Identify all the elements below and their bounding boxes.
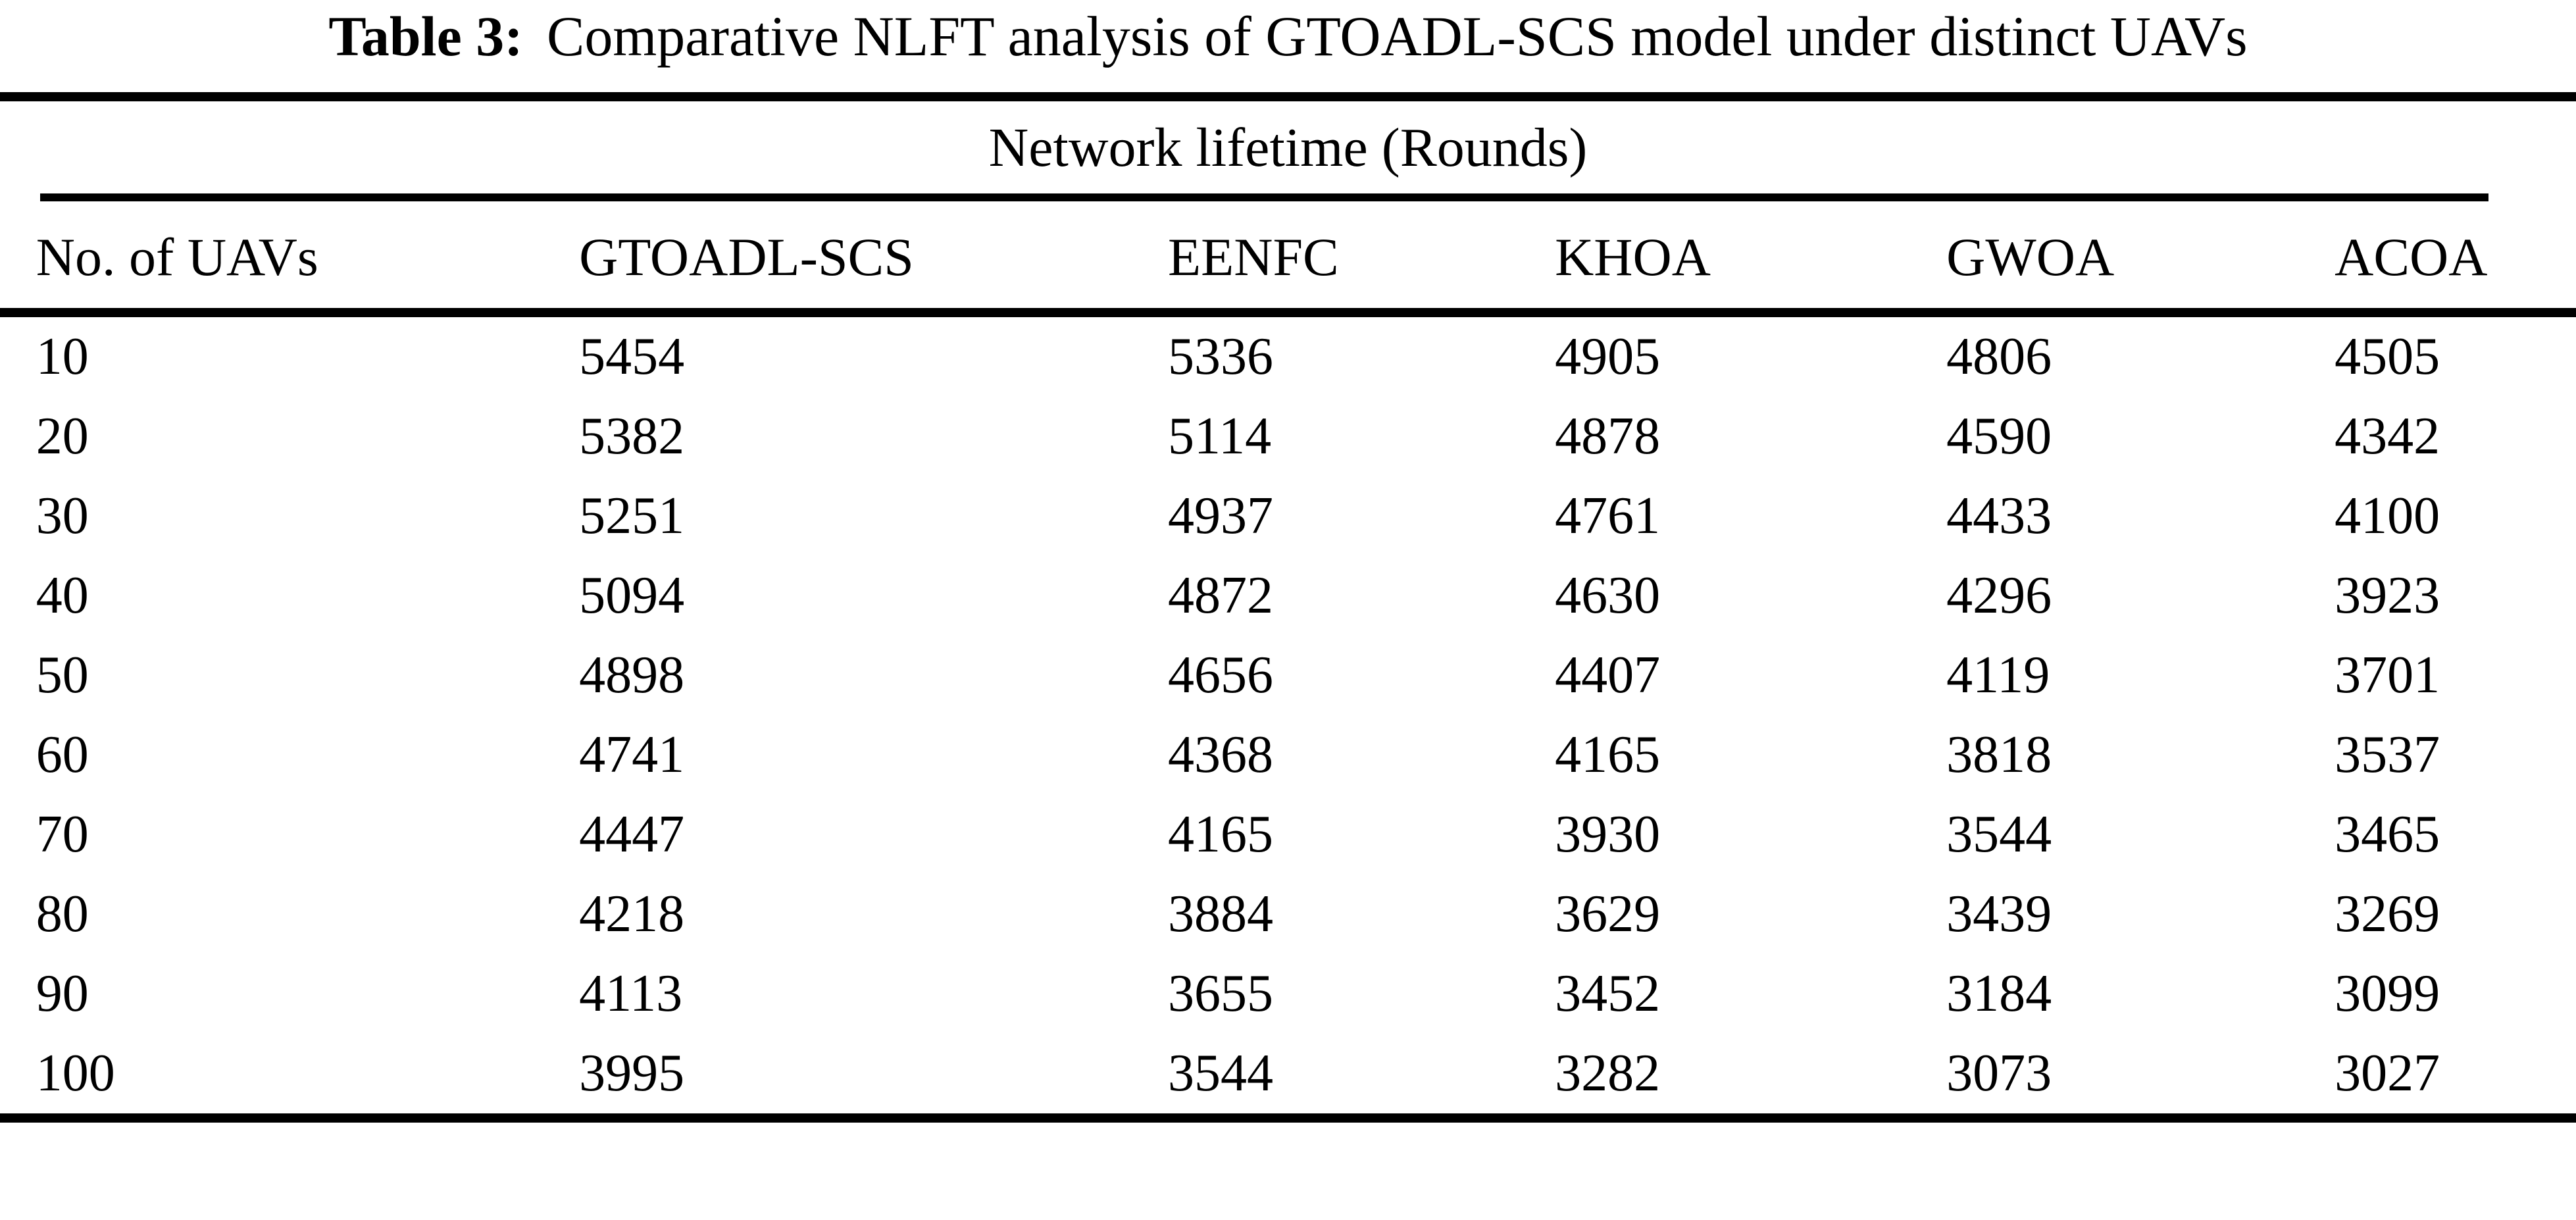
- table-cell-uav-count: 10: [36, 328, 89, 386]
- table-body: 10 5454 5336 4905 4806 4505 20 5382 5114…: [0, 317, 2576, 1113]
- header-cell-no-of-uavs: No. of UAVs: [36, 227, 318, 287]
- table-row: 80 4218 3884 3629 3439 3269: [0, 875, 2576, 954]
- table-cell-acoa: 3099: [2335, 965, 2440, 1023]
- table-cell-gtoadl-scs: 5382: [579, 407, 685, 465]
- table-cell-uav-count: 90: [36, 965, 89, 1023]
- table-cell-acoa: 3465: [2335, 805, 2440, 863]
- table-cell-gwoa: 3818: [1946, 726, 2052, 784]
- table-cell-uav-count: 60: [36, 726, 89, 784]
- table-cell-gwoa: 4433: [1946, 487, 2052, 545]
- table-cell-gwoa: 4590: [1946, 407, 2052, 465]
- table-cell-acoa: 3701: [2335, 646, 2440, 704]
- table-cell-eenfc: 5336: [1168, 328, 1274, 386]
- table-cell-khoa: 4407: [1555, 646, 1661, 704]
- table-cell-gwoa: 4806: [1946, 328, 2052, 386]
- table-cell-khoa: 3282: [1555, 1044, 1661, 1102]
- table-row: 100 3995 3544 3282 3073 3027: [0, 1034, 2576, 1113]
- table-cell-khoa: 3452: [1555, 965, 1661, 1023]
- table-cell-eenfc: 4368: [1168, 726, 1274, 784]
- table-caption-number: Table 3:: [328, 5, 523, 68]
- table-cell-uav-count: 30: [36, 487, 89, 545]
- table-cell-uav-count: 40: [36, 567, 89, 624]
- table-caption-text: Comparative NLFT analysis of GTOADL-SCS …: [546, 5, 2248, 68]
- table-cell-eenfc: 5114: [1168, 407, 1272, 465]
- table-cell-uav-count: 80: [36, 885, 89, 943]
- table-cell-acoa: 3923: [2335, 567, 2440, 624]
- table-cell-khoa: 4165: [1555, 726, 1661, 784]
- table-row: 90 4113 3655 3452 3184 3099: [0, 954, 2576, 1034]
- table-cell-gtoadl-scs: 3995: [579, 1044, 685, 1102]
- table-cell-gtoadl-scs: 4113: [579, 965, 683, 1023]
- table-cell-khoa: 4761: [1555, 487, 1661, 545]
- header-cell-gtoadl-scs: GTOADL-SCS: [579, 227, 914, 287]
- table-cell-eenfc: 4656: [1168, 646, 1274, 704]
- header-row: No. of UAVs GTOADL-SCS EENFC KHOA GWOA A…: [0, 201, 2576, 308]
- table-cell-eenfc: 3884: [1168, 885, 1274, 943]
- header-cell-gwoa: GWOA: [1946, 227, 2115, 287]
- header-cell-acoa: ACOA: [2335, 227, 2488, 287]
- table-cell-acoa: 3269: [2335, 885, 2440, 943]
- table-cell-acoa: 4505: [2335, 328, 2440, 386]
- table-cell-acoa: 4100: [2335, 487, 2440, 545]
- bottom-rule: [0, 1113, 2576, 1123]
- table-row: 10 5454 5336 4905 4806 4505: [0, 317, 2576, 397]
- table-cell-gwoa: 3184: [1946, 965, 2052, 1023]
- table-cell-eenfc: 4165: [1168, 805, 1274, 863]
- table-cell-gtoadl-scs: 4898: [579, 646, 685, 704]
- table-cell-uav-count: 70: [36, 805, 89, 863]
- table-cell-eenfc: 3655: [1168, 965, 1274, 1023]
- table-caption: Table 3: Comparative NLFT analysis of GT…: [0, 0, 2576, 92]
- table-cell-gtoadl-scs: 4447: [579, 805, 685, 863]
- table-row: 50 4898 4656 4407 4119 3701: [0, 636, 2576, 715]
- table-row: 70 4447 4165 3930 3544 3465: [0, 795, 2576, 875]
- header-cell-khoa: KHOA: [1555, 227, 1711, 287]
- table-cell-eenfc: 4937: [1168, 487, 1274, 545]
- table-cell-gtoadl-scs: 5454: [579, 328, 685, 386]
- span-header-network-lifetime: Network lifetime (Rounds): [988, 116, 1588, 178]
- table-cell-acoa: 3537: [2335, 726, 2440, 784]
- header-cell-eenfc: EENFC: [1168, 227, 1339, 287]
- header-rule: [0, 308, 2576, 317]
- table-cell-khoa: 3629: [1555, 885, 1661, 943]
- table-cell-gwoa: 4119: [1946, 646, 2050, 704]
- table-cell-gwoa: 3073: [1946, 1044, 2052, 1102]
- table-row: 40 5094 4872 4630 4296 3923: [0, 556, 2576, 636]
- table-cell-acoa: 3027: [2335, 1044, 2440, 1102]
- table-cell-khoa: 3930: [1555, 805, 1661, 863]
- table-cell-gwoa: 3544: [1946, 805, 2052, 863]
- table-cell-uav-count: 50: [36, 646, 89, 704]
- table-cell-khoa: 4878: [1555, 407, 1661, 465]
- table-row: 20 5382 5114 4878 4590 4342: [0, 397, 2576, 476]
- table-cell-uav-count: 20: [36, 407, 89, 465]
- table-cell-khoa: 4905: [1555, 328, 1661, 386]
- table-cell-gtoadl-scs: 4741: [579, 726, 685, 784]
- table-cell-uav-count: 100: [36, 1044, 115, 1102]
- table-row: 30 5251 4937 4761 4433 4100: [0, 476, 2576, 556]
- table-cell-gwoa: 3439: [1946, 885, 2052, 943]
- table-cell-khoa: 4630: [1555, 567, 1661, 624]
- table-cell-acoa: 4342: [2335, 407, 2440, 465]
- table-cell-gwoa: 4296: [1946, 567, 2052, 624]
- table-cell-gtoadl-scs: 5094: [579, 567, 685, 624]
- table-cell-gtoadl-scs: 4218: [579, 885, 685, 943]
- span-header-rule: [39, 193, 2488, 201]
- table-cell-gtoadl-scs: 5251: [579, 487, 685, 545]
- table-cell-eenfc: 4872: [1168, 567, 1274, 624]
- table-row: 60 4741 4368 4165 3818 3537: [0, 715, 2576, 795]
- table-cell-eenfc: 3544: [1168, 1044, 1274, 1102]
- top-rule: [0, 92, 2576, 101]
